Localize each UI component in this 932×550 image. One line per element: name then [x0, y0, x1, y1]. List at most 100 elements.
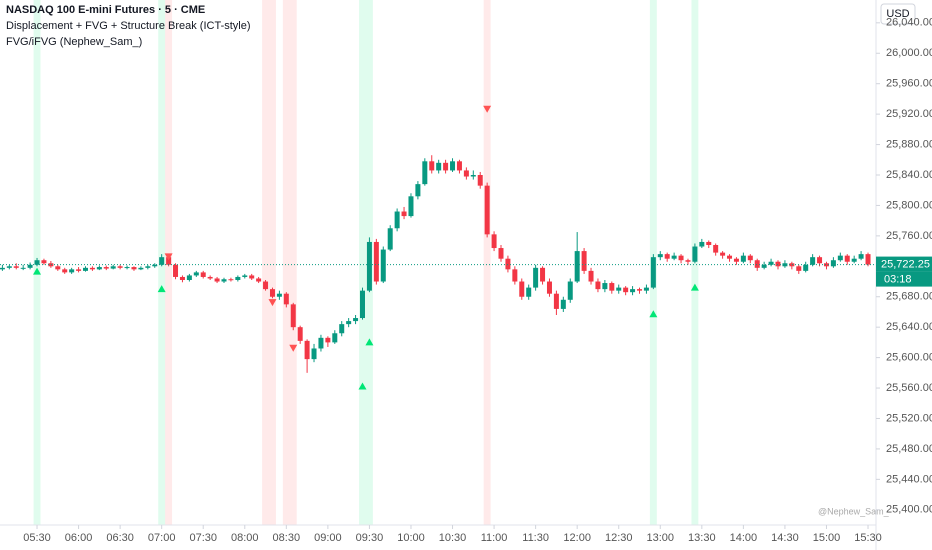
candle-body	[671, 255, 677, 259]
indicator-label: Displacement + FVG + Structure Break (IC…	[6, 20, 251, 32]
x-tick-label: 13:30	[688, 532, 716, 544]
signal-marker	[157, 285, 166, 293]
candle-body	[179, 276, 185, 280]
candle-body	[463, 170, 469, 177]
currency: USD	[886, 8, 909, 20]
candle-body	[803, 264, 809, 271]
candle-body	[436, 162, 442, 171]
candle-body	[138, 267, 144, 270]
candle-body	[623, 287, 629, 293]
candle-body	[429, 161, 435, 171]
y-tick-label: 25,560.00	[886, 382, 932, 394]
candle-body	[380, 249, 386, 282]
chart-title: NASDAQ 100 E-mini Futures · 5 · CME	[6, 4, 205, 16]
candle-body	[297, 327, 303, 341]
candle-body	[754, 260, 760, 268]
candle-body	[415, 184, 421, 197]
candle-body	[450, 161, 456, 171]
candle-body	[865, 254, 871, 265]
candle-body	[498, 248, 504, 259]
candle-body	[643, 287, 649, 291]
y-tick-label: 25,800.00	[886, 199, 932, 211]
candle-body	[27, 264, 33, 268]
zones	[33, 0, 699, 525]
candle-body	[650, 257, 656, 288]
candle-body	[560, 299, 566, 309]
candle-body	[34, 260, 40, 265]
x-tick-label: 10:00	[397, 532, 425, 544]
x-tick-label: 15:00	[813, 532, 841, 544]
y-tick-label: 25,840.00	[886, 169, 932, 181]
currency-box[interactable]	[880, 3, 916, 25]
candle-body	[173, 264, 179, 277]
candle-body	[844, 255, 850, 262]
candle-body	[110, 266, 116, 269]
bull-zone	[359, 0, 366, 525]
x-tick-label: 11:00	[481, 532, 508, 544]
candle-body	[62, 269, 68, 273]
candle-body	[152, 264, 158, 267]
candle-body	[76, 269, 82, 271]
last-price-box	[876, 256, 932, 272]
candle-body	[519, 281, 525, 297]
candle-body	[727, 255, 733, 259]
candle-body	[678, 255, 684, 261]
candle-body	[401, 211, 407, 217]
candle-body	[595, 281, 601, 290]
candle-body	[533, 267, 539, 288]
candle-body	[740, 255, 746, 262]
candle-body	[512, 269, 518, 282]
countdown-box	[876, 271, 932, 287]
signal-marker	[358, 382, 367, 390]
candle-body	[491, 234, 497, 249]
bear-zone	[483, 0, 491, 525]
candle-body	[290, 304, 296, 328]
x-tick-label: 07:00	[148, 532, 176, 544]
candle-body	[664, 254, 670, 259]
candle-body	[837, 255, 843, 261]
candle-body	[48, 263, 54, 267]
candle-body	[540, 267, 546, 282]
candle-body	[353, 318, 359, 322]
candle-body	[387, 228, 393, 250]
candle-body	[13, 266, 19, 268]
candle-body	[456, 161, 462, 171]
candle-body	[124, 267, 130, 269]
candle-body	[817, 257, 823, 264]
candle-body	[422, 161, 428, 185]
candle-body	[609, 283, 615, 291]
y-tick-label: 25,400.00	[886, 504, 932, 516]
y-tick-label: 25,760.00	[886, 230, 932, 242]
candle-body	[117, 266, 123, 268]
candle-body	[858, 254, 864, 259]
countdown: 03:18	[884, 273, 912, 285]
x-tick-label: 08:30	[273, 532, 301, 544]
candle-body	[851, 258, 857, 262]
candle-body	[630, 289, 636, 293]
candle-body	[706, 241, 712, 245]
candle-body	[546, 281, 552, 294]
bear-zone	[282, 0, 290, 525]
y-tick-label: 26,000.00	[886, 47, 932, 59]
signal-marker	[33, 267, 42, 275]
x-tick-label: 12:00	[563, 532, 591, 544]
candle-body	[41, 260, 47, 264]
signal-marker	[268, 299, 277, 307]
x-tick-label: 08:00	[231, 532, 259, 544]
candle-body	[186, 275, 192, 280]
candle-body	[775, 261, 781, 267]
candle-body	[470, 175, 476, 177]
bear-zone	[262, 0, 270, 525]
candle-body	[366, 241, 372, 291]
y-tick-label: 25,880.00	[886, 138, 932, 150]
candle-body	[692, 246, 698, 262]
candle-body	[761, 264, 767, 268]
candle-body	[789, 263, 795, 267]
y-tick-label: 26,040.00	[886, 17, 932, 29]
x-tick-label: 14:30	[771, 532, 799, 544]
candle-body	[830, 260, 836, 267]
candle-body	[214, 278, 220, 282]
indicator-label: FVG/iFVG (Nephew_Sam_)	[6, 36, 142, 48]
candle-body	[131, 267, 137, 270]
bear-zone	[269, 0, 276, 525]
